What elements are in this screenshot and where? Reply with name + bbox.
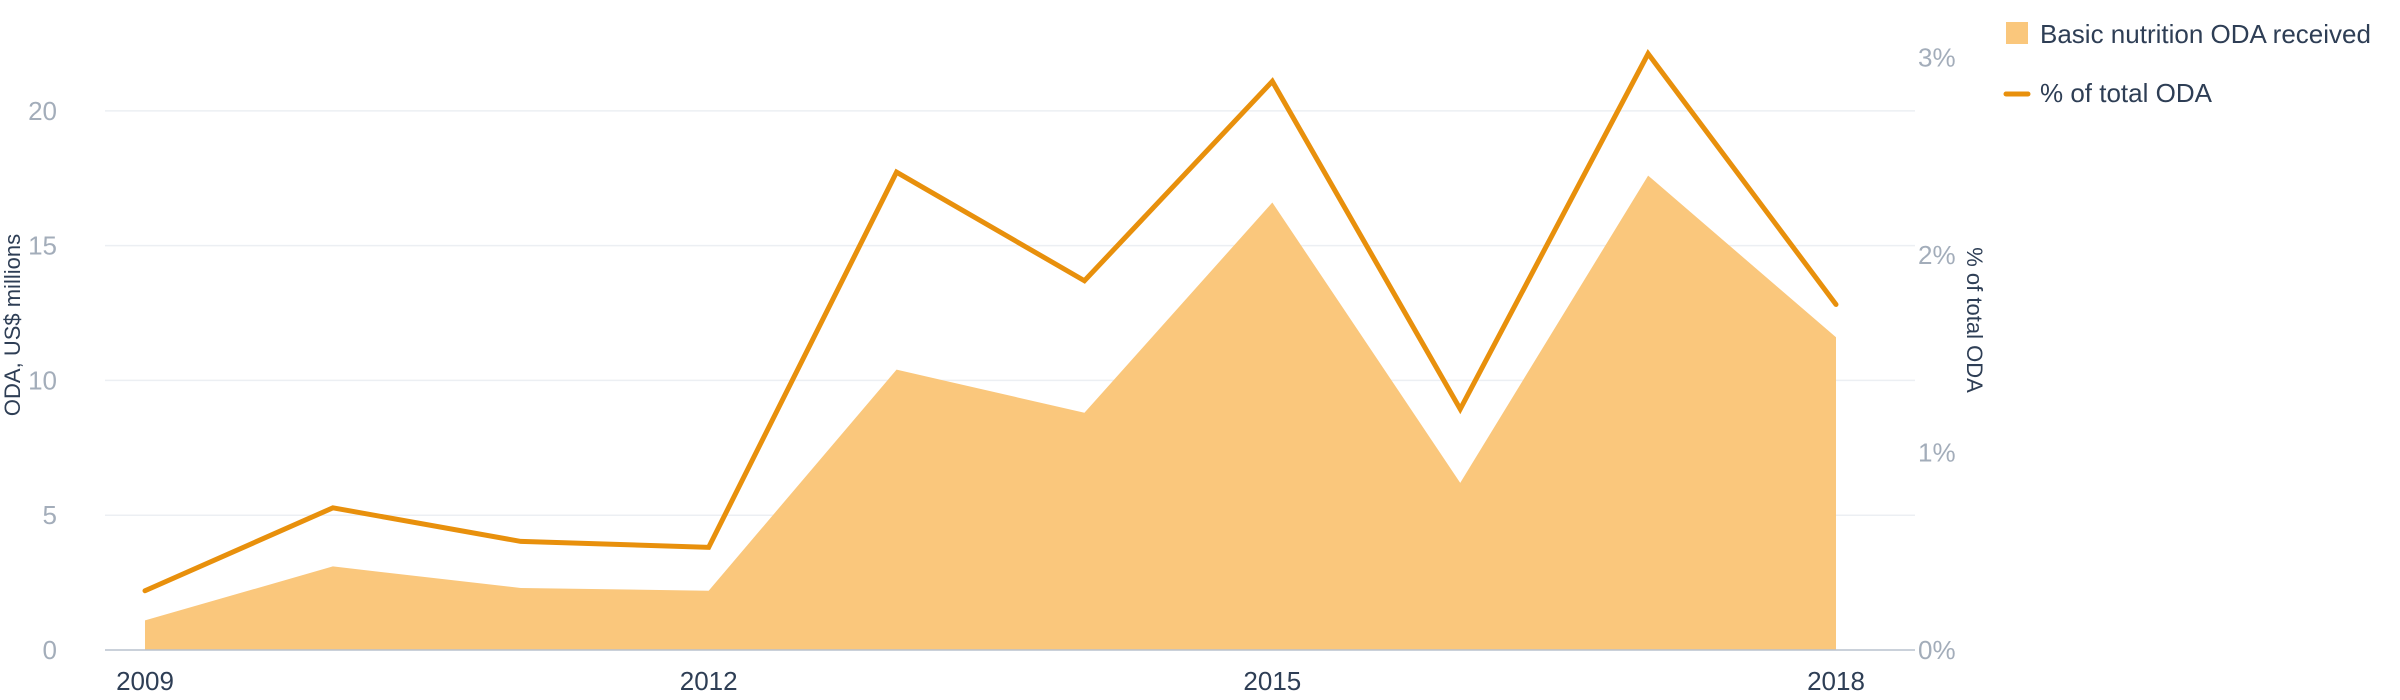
y-left-tick-label: 0 xyxy=(43,635,57,665)
legend: Basic nutrition ODA received % of total O… xyxy=(2003,19,2371,108)
legend-label-pct-total-oda: % of total ODA xyxy=(2040,78,2213,108)
x-tick-label: 2018 xyxy=(1807,666,1865,696)
area-series xyxy=(145,175,1836,650)
axes: 0 5 10 15 20 0% 1% 2% 3% 2009 2012 2015 2018 ODA, US$… xyxy=(0,43,1987,696)
y-right-tick-label: 0% xyxy=(1918,635,1956,665)
line-series xyxy=(142,49,1839,594)
y-left-tick-label: 20 xyxy=(28,96,57,126)
y-right-tick-label: 2% xyxy=(1918,240,1956,270)
x-tick-label: 2015 xyxy=(1243,666,1301,696)
x-tick-label: 2009 xyxy=(116,666,174,696)
legend-label-basic-nutrition: Basic nutrition ODA received xyxy=(2040,19,2371,49)
area-basic-nutrition-oda xyxy=(145,175,1836,650)
y-right-axis-title: % of total ODA xyxy=(1962,247,1987,393)
y-left-tick-label: 10 xyxy=(28,365,57,395)
y-left-tick-label: 5 xyxy=(43,500,57,530)
y-right-tick-label: 3% xyxy=(1918,43,1956,73)
y-right-tick-label: 1% xyxy=(1918,438,1956,468)
y-left-tick-label: 15 xyxy=(28,231,57,261)
y-left-axis-title: ODA, US$ millions xyxy=(0,234,25,416)
line-pct-total-oda xyxy=(142,49,1839,594)
legend-area-swatch xyxy=(2006,22,2028,44)
x-tick-label: 2012 xyxy=(680,666,738,696)
